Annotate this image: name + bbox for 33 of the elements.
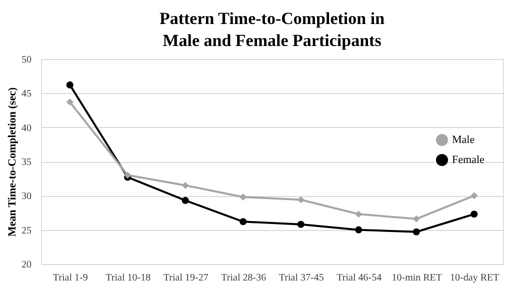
point [66, 81, 74, 88]
y-tick-label: 30 [22, 191, 32, 202]
chart-title: Pattern Time-to-Completion in Male and Female Participants [159, 9, 386, 50]
x-tick-label: Trial 10-18 [106, 272, 151, 284]
point [470, 192, 478, 200]
y-tick-label: 50 [22, 54, 32, 66]
point [297, 196, 304, 204]
point [182, 182, 189, 189]
point [412, 228, 420, 236]
x-tick-label: Trial 19-27 [163, 272, 208, 284]
point [240, 218, 247, 226]
point [355, 210, 362, 218]
legend-label: Female [452, 154, 484, 166]
point [182, 196, 189, 204]
x-tick-label: Trial 37-45 [278, 272, 324, 284]
legend-label: Male [452, 134, 475, 146]
point [297, 220, 304, 228]
point [240, 193, 247, 201]
y-tick-label: 40 [22, 122, 32, 134]
point [355, 226, 362, 234]
x-tick-label: Trial 28-36 [221, 272, 266, 284]
y-tick-label: 25 [22, 225, 32, 236]
x-tick-label: 10-min RET [392, 272, 442, 284]
y-tick-label: 35 [22, 157, 32, 168]
point [470, 210, 478, 218]
point [412, 215, 420, 222]
x-tick-label: Trial 46-54 [336, 272, 382, 284]
y-axis-title: Mean Time-to-Completion (sec) [6, 87, 18, 237]
y-tick-label: 20 [22, 260, 32, 270]
y-tick-label: 45 [22, 88, 32, 100]
x-tick-label: Trial 1-9 [52, 272, 88, 284]
x-tick-label: 10-day RET [450, 272, 500, 284]
point [66, 98, 74, 106]
